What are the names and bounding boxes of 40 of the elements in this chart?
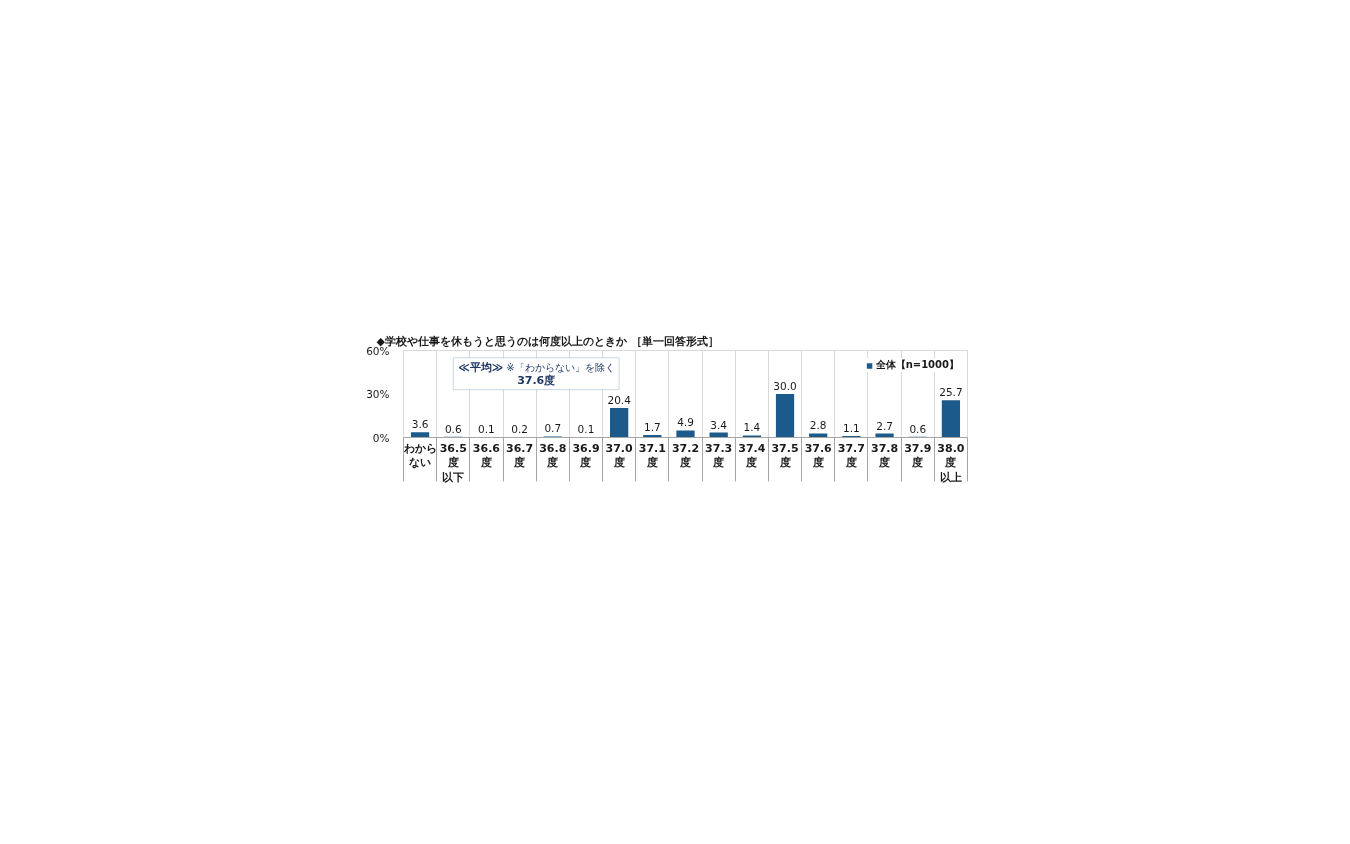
annotation: 37.6度 (517, 374, 556, 388)
x-tick-label: 37.8度 (870, 441, 899, 470)
data-label: 0.6 (444, 422, 462, 435)
data-label: 2.7 (876, 419, 893, 432)
annotation: ≪平均≫ (458, 360, 504, 374)
data-label: 2.8 (809, 419, 827, 432)
annotation: ※「わからない」を除く (506, 361, 615, 373)
x-tick-label: 36.8度 (539, 441, 567, 470)
x-tick-label: 36.9度 (572, 441, 600, 470)
x-tick-label: 36.5度以下 (439, 441, 467, 485)
x-tick-label: 37.1度 (638, 441, 666, 470)
x-tick-label: 37.7度 (837, 441, 865, 470)
x-tick-label: 36.7度 (506, 441, 534, 470)
x-tick-label: わからない (402, 441, 437, 470)
x-tick-label: 37.4度 (738, 441, 766, 470)
data-label: 0.6 (909, 422, 927, 435)
y-tick-label: 0% (372, 431, 390, 444)
data-label: 4.9 (677, 416, 694, 429)
data-label: 0.7 (544, 422, 562, 435)
x-tick-label: 37.2度 (671, 441, 700, 470)
x-tick-label: 37.6度 (804, 441, 833, 470)
data-label: 0.2 (511, 423, 528, 436)
data-label: 1.7 (643, 421, 661, 434)
data-label: 1.1 (843, 421, 860, 434)
x-tick-label: 37.3度 (705, 441, 733, 470)
y-tick-label: 30% (366, 388, 390, 400)
legend-label: 全体【n=1000】 (875, 358, 959, 372)
x-tick-label: 37.9度 (904, 441, 932, 470)
data-label: 3.4 (710, 418, 728, 431)
x-tick-label: 37.0度 (605, 441, 634, 470)
data-label: 0.1 (577, 423, 595, 436)
x-tick-label: 38.0度以上 (937, 441, 965, 485)
x-tick-label: 37.5度 (771, 441, 799, 470)
data-label: 25.7 (939, 386, 963, 399)
data-label: 1.4 (743, 421, 761, 434)
x-tick-label: 36.6度 (472, 441, 501, 470)
data-label: 30.0 (773, 380, 797, 392)
data-label: 0.1 (478, 423, 495, 436)
data-label: 20.4 (607, 393, 632, 406)
data-label: 3.6 (411, 418, 429, 431)
